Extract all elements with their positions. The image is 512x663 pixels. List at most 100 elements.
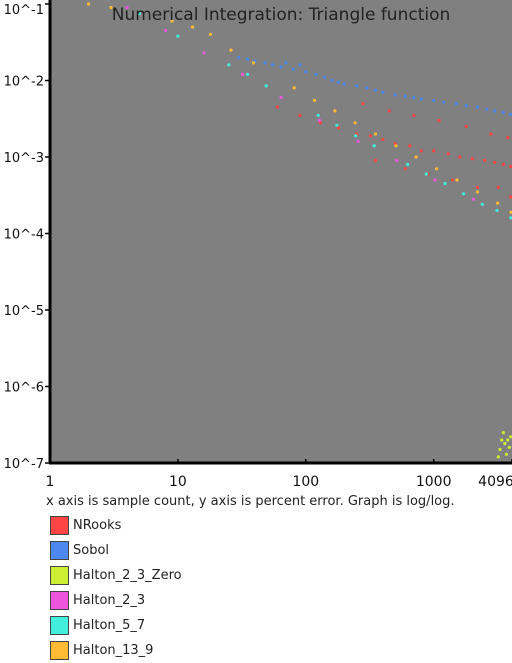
data-point [387, 109, 391, 113]
legend-item: Halton_5_7 [50, 613, 182, 638]
data-point [403, 94, 407, 98]
legend-label: Halton_5_7 [73, 618, 146, 633]
data-point [408, 144, 412, 148]
data-point [506, 438, 510, 442]
data-point [279, 65, 283, 69]
legend-label: Halton_2_3 [73, 593, 146, 608]
data-point [125, 5, 129, 10]
data-point [373, 158, 377, 163]
chart-svg: 1 10 100 1000 4096 10^-1 10^-2 10^-3 10^-4 10^-5 1… [4, 0, 512, 490]
data-point [462, 192, 466, 196]
data-point [335, 123, 339, 127]
data-point [342, 82, 346, 86]
data-point [442, 100, 446, 104]
data-point [406, 162, 410, 166]
data-point [493, 109, 497, 113]
data-point [509, 210, 512, 214]
plot-area [50, 0, 512, 463]
data-point [433, 178, 437, 182]
data-point [475, 185, 480, 189]
y-tick-label: 10^-5 [4, 304, 44, 319]
series-Halton_13_9 [86, 2, 512, 214]
data-point [509, 165, 512, 169]
data-point [86, 2, 91, 6]
data-point [109, 5, 113, 10]
data-point [412, 113, 416, 117]
data-point [245, 72, 250, 76]
data-point [372, 144, 376, 148]
data-point [509, 112, 512, 116]
data-point [455, 178, 459, 182]
data-point [304, 70, 308, 74]
data-point [229, 48, 233, 52]
data-point [237, 55, 241, 60]
data-point [394, 158, 399, 163]
legend: NRooks Sobol Halton_2_3_Zero Halton_2_3 Halt… [50, 513, 182, 663]
data-point [493, 160, 497, 164]
data-point [450, 178, 454, 182]
data-point [291, 67, 295, 71]
data-point [368, 134, 372, 138]
data-point [279, 95, 283, 100]
data-point [480, 202, 484, 206]
data-point [312, 98, 317, 102]
data-point [202, 51, 206, 55]
y-tick-label: 10^-1 [4, 3, 44, 18]
legend-item: Halton_13_9 [50, 638, 182, 663]
data-point [298, 113, 302, 117]
y-tick-label: 10^-4 [4, 228, 44, 243]
data-point [354, 134, 358, 138]
data-point [504, 452, 508, 456]
data-point [381, 90, 385, 94]
data-point [432, 98, 436, 102]
data-point [316, 113, 320, 117]
data-point [373, 132, 378, 136]
data-point [458, 155, 462, 159]
legend-item: Halton_2_3_Zero [50, 563, 182, 588]
data-point [336, 80, 340, 84]
data-point [137, 12, 141, 16]
data-point [503, 441, 507, 446]
legend-label: Halton_13_9 [73, 643, 154, 658]
x-tick-label: 100 [292, 474, 319, 490]
legend-swatch [50, 516, 69, 535]
chart-axes: 1 10 100 1000 4096 10^-1 10^-2 10^-3 10^-4 10^-5 1… [4, 0, 512, 490]
data-point [373, 88, 377, 92]
data-point [403, 167, 407, 171]
legend-swatch [50, 541, 69, 560]
x-tick-label: 4096 [478, 474, 512, 490]
legend-item: NRooks [50, 513, 182, 538]
data-point [412, 95, 416, 100]
data-point [501, 431, 505, 435]
legend-label: Halton_2_3_Zero [73, 568, 182, 583]
data-point [437, 118, 441, 123]
x-tick-label: 1 [46, 474, 55, 490]
data-point [176, 34, 180, 38]
data-point [251, 61, 256, 65]
data-point [475, 105, 480, 109]
data-point [361, 101, 365, 106]
legend-item: Sobol [50, 538, 182, 563]
y-tick-label: 10^-2 [4, 75, 44, 90]
data-point [501, 111, 505, 115]
data-point [336, 126, 340, 130]
series-NRooks [275, 101, 512, 199]
chart-caption: x axis is sample count, y axis is percen… [46, 494, 455, 509]
data-point [170, 19, 174, 23]
data-point [496, 455, 500, 459]
data-point [470, 157, 474, 161]
legend-label: Sobol [73, 543, 110, 558]
data-point [500, 438, 504, 442]
data-point [485, 107, 489, 111]
data-point [245, 57, 250, 61]
data-point [475, 190, 479, 194]
data-point [322, 75, 327, 79]
data-point [419, 97, 423, 101]
data-point [227, 63, 231, 67]
data-point [333, 109, 337, 113]
data-point [471, 197, 476, 201]
data-point [314, 72, 318, 76]
data-point [190, 25, 195, 29]
data-point [483, 158, 487, 163]
data-point [264, 84, 268, 88]
